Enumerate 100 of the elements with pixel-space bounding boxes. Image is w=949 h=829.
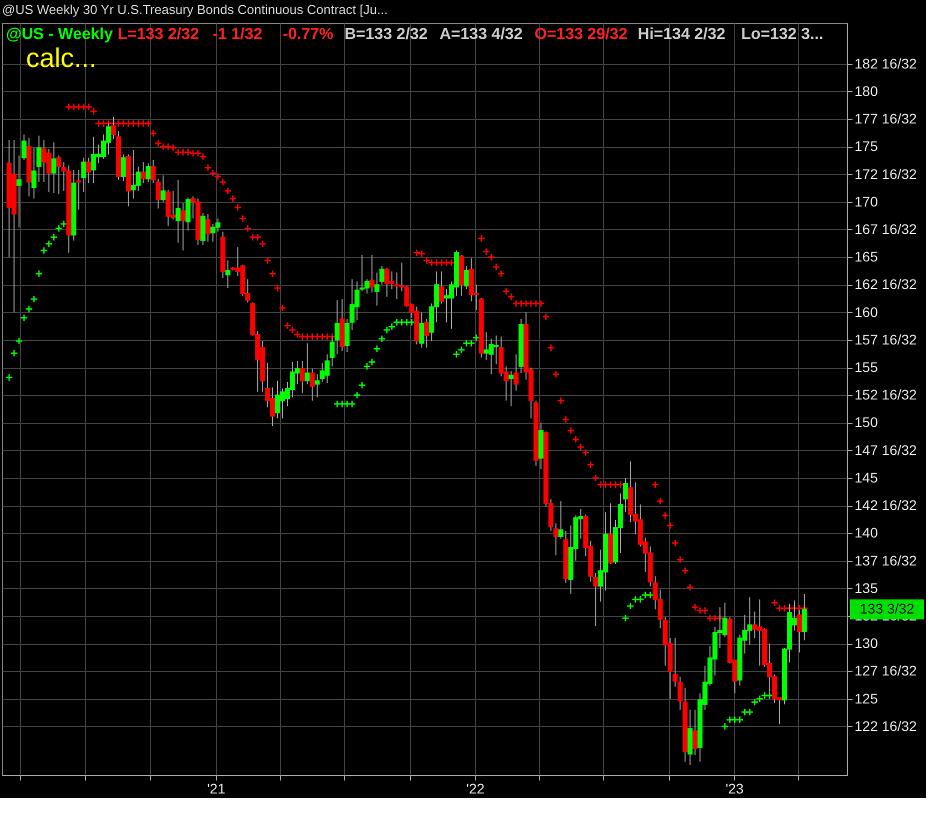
candlestick (22, 134, 27, 160)
point (462, 339, 470, 348)
candlestick (374, 272, 380, 306)
point (622, 614, 630, 622)
annotation: Lo=132 3... (741, 26, 824, 43)
candlestick (369, 254, 374, 293)
point (730, 716, 739, 724)
annotation: calc... (26, 43, 97, 73)
y-tick-label: 130 (854, 635, 878, 652)
point (5, 374, 14, 382)
point (358, 381, 366, 390)
point (338, 400, 346, 408)
y-tick-label: 157 16/32 (854, 331, 917, 348)
candlestick (678, 676, 683, 710)
point (368, 358, 376, 366)
point (746, 708, 754, 716)
candlestick (439, 270, 444, 304)
candlestick (86, 157, 92, 184)
candlestick (508, 370, 514, 407)
candlestick (56, 155, 62, 195)
candlestick (225, 260, 230, 289)
chart-title: @US Weekly 30 Yr U.S.Treasury Bonds Continuous Contract [Ju... (2, 2, 388, 17)
annotation: -0.77% (282, 26, 334, 43)
point (348, 400, 356, 408)
candlestick (553, 522, 558, 556)
point (363, 362, 371, 370)
y-tick-label: 165 (854, 248, 878, 265)
point (760, 692, 769, 700)
y-tick-label: 145 (854, 469, 878, 486)
candlestick (31, 147, 36, 200)
y-tick-label: 177 16/32 (854, 110, 917, 127)
y-tick-label: 180 (854, 82, 878, 99)
y-tick-label: 140 (854, 524, 878, 541)
candlestick (176, 179, 181, 244)
candlestick (186, 196, 191, 232)
point (44, 240, 53, 248)
point (25, 305, 33, 313)
y-tick-label: 122 16/32 (854, 718, 917, 734)
candlestick (140, 162, 146, 184)
candlestick (622, 477, 628, 513)
candlestick (692, 709, 698, 756)
point (756, 694, 764, 703)
point (15, 337, 23, 345)
point (452, 350, 460, 358)
point (34, 270, 43, 278)
candlestick (802, 593, 807, 641)
x-tick-label: '21 (207, 780, 226, 796)
candlestick (593, 572, 598, 626)
candlestick (146, 162, 151, 183)
candlestick (464, 265, 469, 290)
y-tick-label: 137 16/32 (854, 552, 917, 568)
point (457, 346, 466, 354)
candlestick (558, 500, 564, 540)
candlestick (419, 312, 424, 348)
candlestick (379, 265, 384, 286)
y-tick-label: 167 16/32 (854, 220, 917, 237)
y-tick-label: 182 16/32 (854, 55, 917, 72)
point (740, 708, 749, 716)
y-tick-label: 127 16/32 (854, 662, 917, 679)
point (388, 322, 396, 331)
y-tick-label: 170 (854, 193, 878, 210)
point (50, 233, 58, 242)
candlestick (156, 178, 161, 210)
y-tick-label: 147 16/32 (854, 442, 917, 458)
candlestick (180, 202, 186, 251)
y-tick-label: 160 (854, 304, 878, 320)
point (343, 400, 352, 408)
candlestick (514, 354, 519, 392)
annotation: -1 1/32 (212, 26, 263, 43)
point (382, 326, 391, 334)
y-tick-label: 175 (854, 138, 878, 154)
text: 133 3/32 (860, 600, 914, 616)
point (20, 314, 28, 322)
y-tick-label: 172 16/32 (854, 166, 917, 182)
candlestick (76, 169, 82, 210)
point (720, 722, 729, 730)
annotation: B=133 2/32 (344, 26, 428, 43)
candlestick (304, 342, 310, 385)
x-tick-label: '22 (466, 780, 485, 796)
point (750, 698, 759, 706)
point (54, 224, 63, 232)
annotation: @US - Weekly (6, 26, 113, 43)
candlestick (344, 318, 350, 353)
candlestick (672, 638, 678, 688)
candlestick (120, 154, 126, 182)
point (372, 344, 381, 353)
x-tick-label: '23 (725, 780, 744, 796)
point (10, 349, 18, 358)
point (333, 400, 342, 408)
point (736, 716, 744, 724)
candlestick (424, 318, 430, 348)
point (636, 595, 644, 604)
candlestick (16, 155, 22, 228)
candlestick (205, 214, 210, 242)
point (467, 339, 476, 348)
point (641, 591, 650, 599)
candlestick (160, 174, 166, 202)
candlestick (81, 157, 86, 192)
y-tick-label: 150 (854, 414, 878, 430)
candlestick (110, 116, 116, 140)
